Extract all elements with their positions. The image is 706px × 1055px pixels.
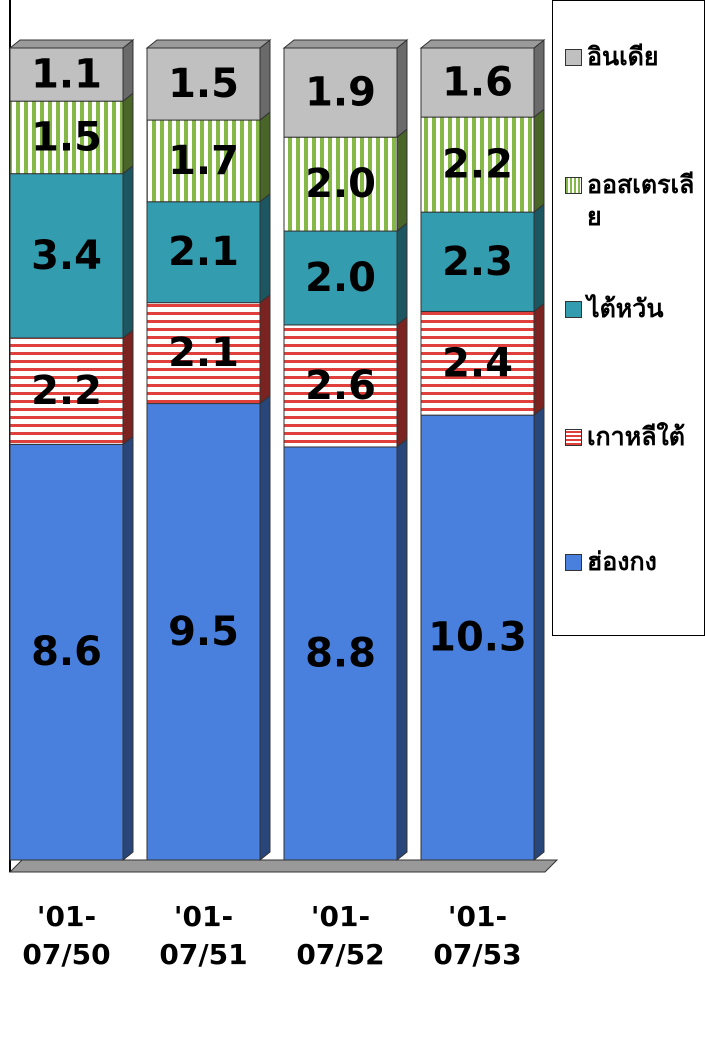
legend-label: เกาหลีใต้ (587, 422, 685, 451)
bar-side (122, 92, 134, 175)
data-label: 2.6 (305, 363, 376, 409)
bar-segment (283, 136, 398, 232)
bar-side (533, 302, 545, 417)
bar-side (533, 108, 545, 214)
bar-segment (283, 324, 398, 448)
bar-segment (420, 47, 535, 118)
data-label: 2.3 (442, 239, 513, 285)
bar-top (282, 39, 409, 49)
bar-side (122, 328, 134, 446)
x-tick-label: '01- 07/51 (159, 900, 248, 971)
bar-side (122, 164, 134, 340)
legend-label: ฮ่องกง (587, 547, 657, 576)
bar-segment (9, 173, 124, 339)
legend-item: เกาหลีใต้ (565, 421, 703, 453)
data-label: 1.9 (305, 70, 376, 116)
bar-segment (420, 116, 535, 213)
data-label: 2.4 (442, 340, 513, 386)
data-label: 1.5 (31, 114, 102, 160)
bar-segment (9, 337, 124, 445)
legend-item: ฮ่องกง (565, 546, 703, 578)
bar-side (259, 394, 271, 862)
data-label: 3.4 (31, 233, 102, 279)
bar-segment (146, 302, 261, 405)
bar-side (259, 111, 271, 203)
data-label: 2.0 (305, 161, 376, 207)
bar-segment (420, 414, 535, 861)
x-tick-label: '01- 07/52 (296, 900, 385, 971)
legend-swatch (565, 49, 582, 66)
bar-side (396, 38, 408, 139)
legend-label: อินเดีย (587, 42, 659, 71)
floor (8, 859, 559, 873)
bar-segment (9, 100, 124, 175)
bar-segment (146, 119, 261, 203)
legend-item: ไต้หวัน (565, 293, 703, 325)
bar-side (396, 222, 408, 326)
bar-segment (146, 47, 261, 121)
data-label: 1.6 (442, 60, 513, 106)
bar-side (396, 315, 408, 448)
bar-segment (146, 201, 261, 304)
bar-segment (283, 446, 398, 861)
x-tick-label: '01- 07/53 (433, 900, 522, 971)
legend-label: ไต้หวัน (587, 294, 664, 323)
legend: อินเดียออสเตรเลียไต้หวันเกาหลีใต้ฮ่องกง (552, 0, 705, 636)
data-label: 8.8 (305, 630, 376, 676)
bar-segment (9, 443, 124, 861)
bar-side (533, 38, 545, 119)
data-label: 8.6 (31, 629, 102, 675)
legend-item: ออสเตรเลีย (565, 169, 703, 233)
data-label: 2.0 (305, 255, 376, 301)
legend-swatch (565, 429, 582, 446)
data-label: 1.5 (168, 61, 239, 107)
data-label: 2.1 (168, 330, 239, 376)
bar-side (259, 38, 271, 122)
bar-side (122, 38, 134, 103)
bar-segment (420, 310, 535, 416)
bar-side (396, 437, 408, 862)
bar-side (533, 406, 545, 862)
legend-item: อินเดีย (565, 41, 703, 73)
legend-swatch (565, 177, 582, 194)
data-label: 1.7 (168, 138, 239, 184)
bar-side (259, 192, 271, 304)
bar-top (419, 39, 546, 49)
legend-swatch (565, 554, 582, 571)
x-tick-label: '01- 07/50 (22, 900, 111, 971)
bar-top (145, 39, 272, 49)
bar-segment (146, 403, 261, 861)
bar-segment (283, 230, 398, 326)
data-label: 9.5 (168, 609, 239, 655)
bar-side (396, 128, 408, 233)
bar-side (122, 435, 134, 862)
legend-swatch (565, 301, 582, 318)
bar-side (533, 203, 545, 313)
bar-segment (9, 47, 124, 102)
bar-side (259, 293, 271, 405)
bar-segment (283, 47, 398, 138)
bar-segment (420, 211, 535, 312)
data-label: 2.2 (442, 142, 513, 188)
bar-top (8, 39, 135, 49)
data-label: 2.1 (168, 229, 239, 275)
data-label: 10.3 (428, 615, 527, 661)
legend-label: ออสเตรเลีย (587, 170, 695, 231)
data-label: 2.2 (31, 368, 102, 414)
data-label: 1.1 (31, 52, 102, 98)
